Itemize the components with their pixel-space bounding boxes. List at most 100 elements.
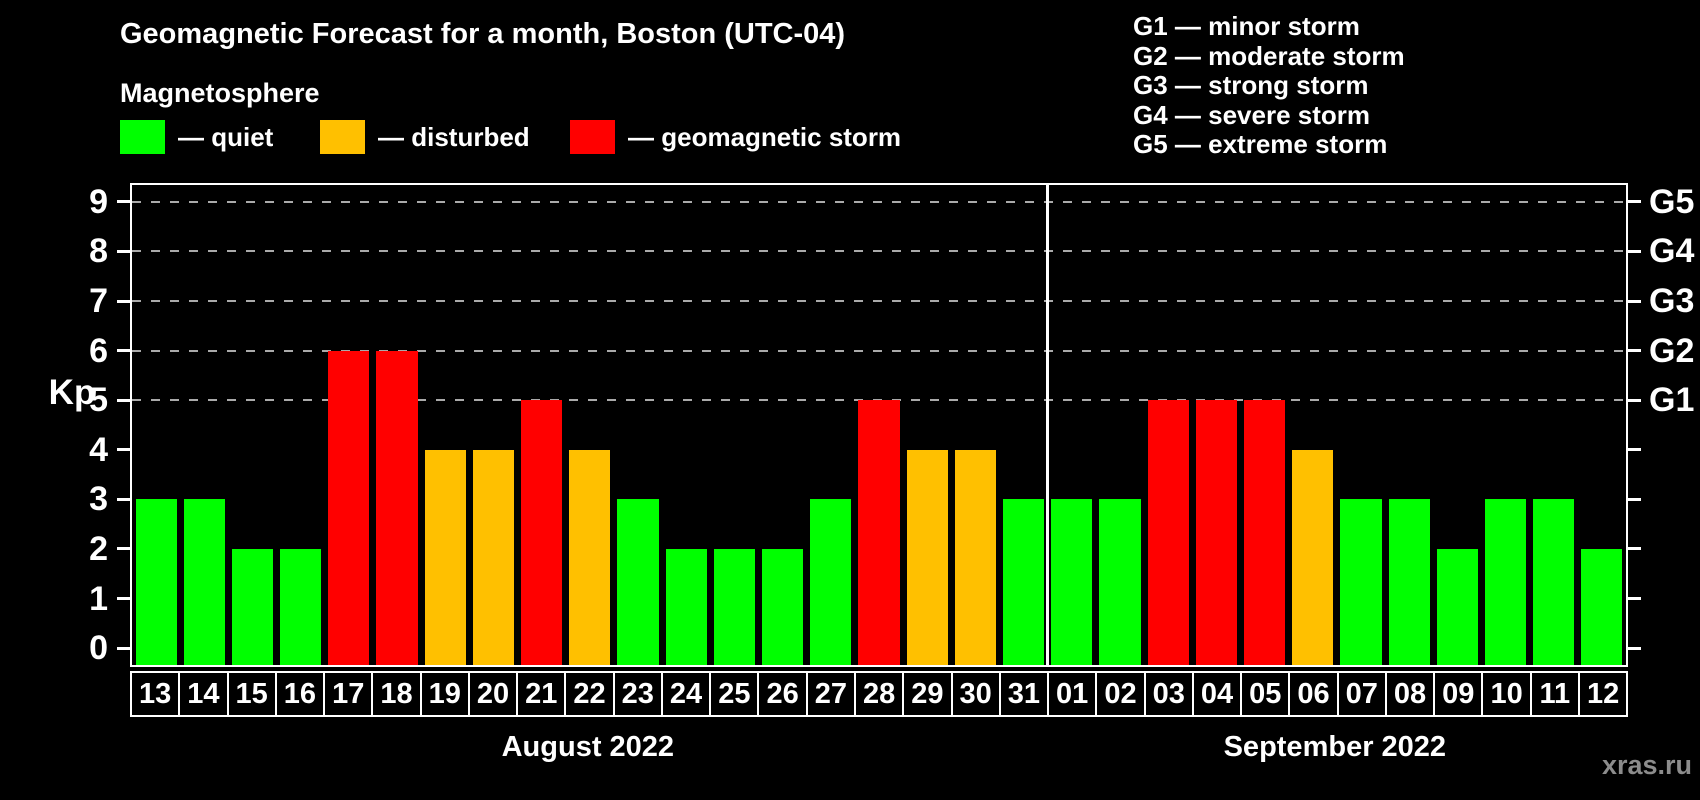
quiet-color-swatch <box>120 120 165 154</box>
date-cell: 27 <box>805 671 856 717</box>
right-axis-tick-6 <box>1628 349 1641 353</box>
legend-item-storm: — geomagnetic storm <box>570 120 901 154</box>
y-axis-label-6: 6 <box>89 331 108 370</box>
month-label-0: August 2022 <box>501 731 675 763</box>
kp-bar-day-09 <box>1436 548 1478 665</box>
date-cell: 28 <box>853 671 905 717</box>
kp-bar-day-28 <box>858 400 900 665</box>
date-cell: 31 <box>998 671 1050 717</box>
date-cell: 23 <box>612 671 663 717</box>
kp-bar-day-02 <box>1099 499 1141 665</box>
kp-bar-day-07 <box>1340 499 1382 665</box>
chart-title: Geomagnetic Forecast for a month, Boston… <box>120 18 846 50</box>
kp-bar-day-27 <box>810 499 852 665</box>
date-cell: 24 <box>660 671 712 717</box>
month-label-1: September 2022 <box>1223 731 1447 763</box>
y-axis-tick-0 <box>117 646 130 650</box>
date-cell: 08 <box>1384 671 1436 717</box>
plot-area <box>130 183 1628 667</box>
kp-bar-day-05 <box>1243 400 1286 665</box>
date-cell: 18 <box>371 671 422 717</box>
date-cell: 29 <box>902 671 953 717</box>
date-cell: 09 <box>1433 671 1484 717</box>
y-axis-label-0: 0 <box>89 629 108 668</box>
kp-bar-day-10 <box>1484 499 1527 665</box>
month-separator <box>1046 185 1050 665</box>
y-axis-label-5: 5 <box>89 381 108 420</box>
right-axis-label-g3: G3 <box>1649 282 1695 321</box>
y-axis-tick-3 <box>117 497 130 501</box>
kp-bar-day-17 <box>328 350 370 665</box>
y-axis-label-8: 8 <box>89 232 108 271</box>
y-axis-tick-8 <box>117 249 130 253</box>
disturbed-color-swatch <box>320 120 365 154</box>
right-axis-tick-7 <box>1628 299 1641 303</box>
kp-bar-day-08 <box>1388 499 1430 665</box>
g-scale-legend-line-g4: G4 — severe storm <box>1133 99 1371 130</box>
right-axis-label-g1: G1 <box>1649 381 1695 420</box>
right-axis-label-g2: G2 <box>1649 331 1695 370</box>
right-axis-tick-9 <box>1628 200 1641 204</box>
kp-bar-day-15 <box>231 548 274 665</box>
date-cell: 30 <box>950 671 1001 717</box>
gridline-kp-5 <box>132 399 1626 402</box>
kp-bar-day-11 <box>1533 499 1575 665</box>
right-axis-tick-4 <box>1628 448 1641 452</box>
date-cell: 11 <box>1529 671 1580 717</box>
date-cell: 15 <box>226 671 277 717</box>
date-cell: 06 <box>1288 671 1339 717</box>
watermark: xras.ru <box>1601 750 1692 780</box>
y-axis-label-7: 7 <box>89 282 108 321</box>
kp-bar-day-18 <box>376 350 418 665</box>
date-cell: 25 <box>709 671 760 717</box>
legend-item-disturbed: — disturbed <box>320 120 530 154</box>
date-cell: 16 <box>274 671 326 717</box>
kp-bar-day-13 <box>135 499 177 665</box>
right-axis-tick-1 <box>1628 597 1641 601</box>
date-cell: 26 <box>757 671 808 717</box>
gridline-kp-8 <box>132 250 1626 253</box>
legend-label-disturbed: — disturbed <box>378 121 530 152</box>
kp-bar-day-31 <box>1002 499 1045 665</box>
date-cell: 17 <box>323 671 374 717</box>
kp-bar-day-30 <box>954 449 996 665</box>
y-axis-tick-1 <box>117 597 130 601</box>
kp-bar-day-12 <box>1581 548 1623 665</box>
date-cell: 13 <box>130 671 181 717</box>
date-cell: 04 <box>1191 671 1243 717</box>
kp-bar-day-25 <box>713 548 755 665</box>
y-axis-tick-7 <box>117 299 130 303</box>
kp-bar-day-22 <box>569 449 611 665</box>
right-axis-tick-8 <box>1628 249 1641 253</box>
kp-bar-day-29 <box>906 449 948 665</box>
right-axis-label-g5: G5 <box>1649 182 1695 221</box>
y-axis-label-2: 2 <box>89 529 108 568</box>
g-scale-legend-line-g5: G5 — extreme storm <box>1133 129 1388 159</box>
kp-bar-day-04 <box>1195 400 1237 665</box>
kp-bar-day-19 <box>424 449 466 665</box>
date-cell: 12 <box>1577 671 1629 717</box>
gridline-kp-7 <box>132 300 1626 303</box>
date-cell: 05 <box>1240 671 1291 717</box>
kp-bar-day-21 <box>521 400 563 665</box>
g-scale-legend-line-g2: G2 — moderate storm <box>1133 40 1405 71</box>
y-axis-label-9: 9 <box>89 182 108 221</box>
right-axis-tick-2 <box>1628 547 1641 551</box>
right-axis-label-g4: G4 <box>1649 232 1695 271</box>
kp-bar-day-26 <box>762 548 804 665</box>
date-cell: 07 <box>1336 671 1387 717</box>
x-axis-date-row: 13 14 15 16 17 18 19 20 21 22 23 24 25 26 27 28 29 30 31 01… <box>130 671 1629 717</box>
g-scale-legend: G1 — minor storm G2 — moderate storm G3 … <box>1133 11 1405 160</box>
y-axis-label-3: 3 <box>89 480 108 519</box>
date-cell: 10 <box>1481 671 1532 717</box>
legend-label-storm: — geomagnetic storm <box>628 121 902 152</box>
kp-bar-day-24 <box>665 548 707 665</box>
date-cell: 03 <box>1143 671 1194 717</box>
g-scale-legend-line-g1: G1 — minor storm <box>1133 11 1360 41</box>
kp-bar-day-03 <box>1147 400 1189 665</box>
legend-item-quiet: — quiet <box>120 120 273 154</box>
gridline-kp-6 <box>132 349 1626 352</box>
y-axis-tick-9 <box>117 200 130 204</box>
y-axis-label-1: 1 <box>89 579 108 618</box>
storm-color-swatch <box>570 120 615 154</box>
